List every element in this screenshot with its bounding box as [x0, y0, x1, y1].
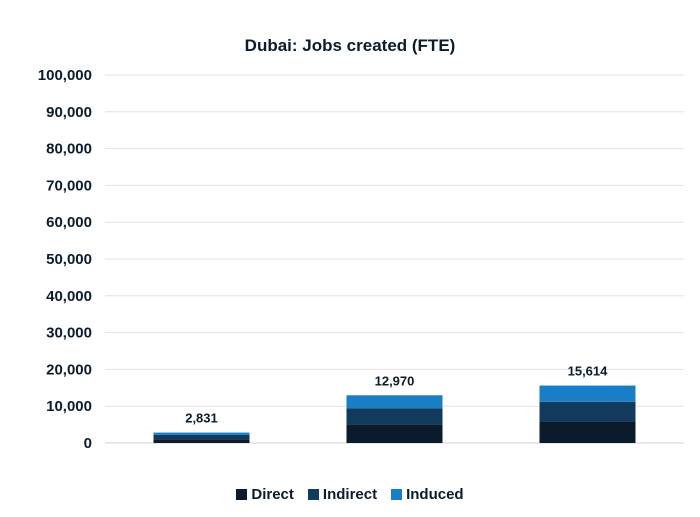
- legend-swatch-induced: [391, 489, 403, 500]
- bar-segment-induced: [539, 385, 636, 402]
- y-tick-label: 30,000: [46, 325, 92, 342]
- bar-segment-direct: [153, 439, 250, 443]
- y-tick-label: 80,000: [46, 141, 92, 158]
- legend: Direct Indirect Induced: [0, 486, 700, 503]
- total-labels: 2,831 12,970 15,614: [185, 364, 608, 426]
- bar-total-label: 2,831: [185, 411, 218, 426]
- y-tick-label: 100,000: [38, 67, 92, 84]
- bar-segment-direct: [346, 424, 443, 443]
- y-axis: 0 10,000 20,000 30,000 40,000 50,000 60,000 70,…: [38, 67, 92, 452]
- bar-segment-induced: [153, 432, 250, 435]
- y-tick-label: 60,000: [46, 214, 92, 231]
- bar-segment-direct: [539, 421, 636, 443]
- y-tick-label: 10,000: [46, 398, 92, 415]
- bar-segment-indirect: [539, 401, 636, 422]
- bar-segment-indirect: [153, 434, 250, 440]
- y-tick-label: 40,000: [46, 288, 92, 305]
- legend-swatch-indirect: [307, 489, 319, 500]
- bar-total-label: 15,614: [568, 364, 609, 379]
- y-tick-label: 0: [84, 435, 92, 452]
- y-tick-label: 90,000: [46, 104, 92, 121]
- chart-title: Dubai: Jobs created (FTE): [244, 36, 456, 55]
- bar-segment-induced: [346, 395, 443, 409]
- y-tick-label: 70,000: [46, 177, 92, 194]
- legend-label-direct: Direct: [251, 486, 294, 503]
- legend-item-indirect: Indirect: [307, 486, 378, 503]
- legend-item-direct: Direct: [236, 486, 294, 503]
- bar-total-label: 12,970: [375, 373, 415, 388]
- legend-swatch-direct: [236, 489, 248, 500]
- legend-label-induced: Induced: [406, 486, 464, 503]
- legend-label-indirect: Indirect: [322, 486, 378, 503]
- bar-stacks: [153, 385, 636, 443]
- y-tick-label: 50,000: [46, 251, 92, 268]
- y-tick-label: 20,000: [46, 361, 92, 378]
- bar-segment-indirect: [346, 408, 443, 425]
- legend-item-induced: Induced: [391, 486, 464, 503]
